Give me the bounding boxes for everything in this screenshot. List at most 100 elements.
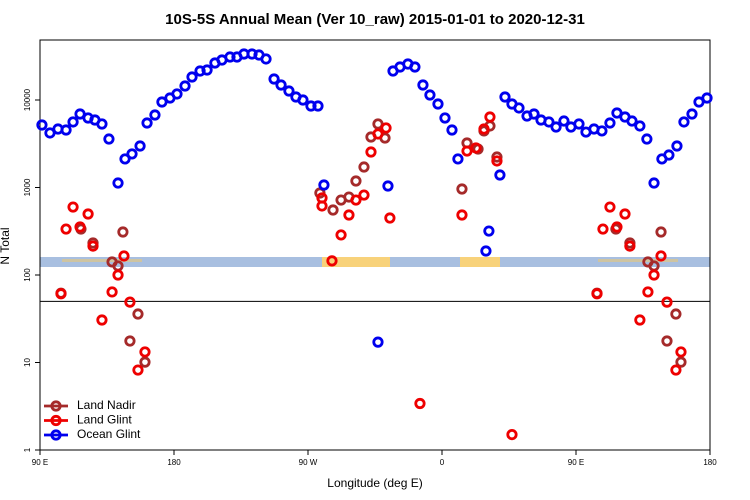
data-point bbox=[124, 296, 136, 308]
data-point bbox=[558, 115, 570, 127]
data-point bbox=[461, 145, 473, 157]
data-point bbox=[312, 100, 324, 112]
y-axis-label: N Total bbox=[0, 227, 12, 264]
data-point bbox=[283, 85, 295, 97]
data-point bbox=[118, 250, 130, 262]
data-point bbox=[409, 61, 421, 73]
y-tick-label: 10000 bbox=[23, 88, 32, 111]
data-point bbox=[327, 204, 339, 216]
data-point bbox=[506, 428, 518, 441]
data-point bbox=[675, 346, 687, 358]
data-point bbox=[661, 296, 673, 308]
data-point bbox=[82, 208, 94, 220]
data-point bbox=[134, 140, 146, 152]
land-strip bbox=[460, 257, 500, 267]
data-point bbox=[149, 109, 161, 121]
data-point bbox=[126, 148, 138, 160]
data-point bbox=[641, 133, 653, 145]
data-point bbox=[499, 91, 511, 103]
x-tick-label: 180 bbox=[703, 458, 717, 467]
data-point bbox=[36, 119, 48, 131]
data-point bbox=[74, 221, 86, 233]
data-point bbox=[414, 397, 426, 410]
data-point bbox=[513, 102, 525, 114]
legend-label: Ocean Glint bbox=[77, 427, 141, 441]
data-point bbox=[446, 124, 458, 136]
data-point bbox=[365, 146, 377, 158]
x-tick-label: 180 bbox=[167, 458, 181, 467]
data-point bbox=[305, 100, 317, 112]
data-point bbox=[350, 194, 362, 206]
data-point bbox=[384, 212, 396, 224]
data-point bbox=[604, 201, 616, 213]
data-point bbox=[201, 64, 213, 76]
x-tick-label: 90 W bbox=[299, 458, 318, 467]
data-point bbox=[491, 155, 503, 167]
data-point bbox=[60, 223, 72, 235]
data-point bbox=[60, 124, 72, 136]
data-point bbox=[480, 245, 492, 257]
data-point bbox=[382, 180, 394, 192]
data-point bbox=[470, 142, 482, 154]
data-point bbox=[670, 364, 682, 376]
data-point bbox=[663, 149, 675, 161]
data-point bbox=[260, 53, 272, 65]
data-point bbox=[119, 153, 131, 165]
data-point bbox=[124, 335, 136, 347]
island-strip bbox=[598, 259, 678, 262]
legend-marker bbox=[50, 414, 62, 427]
data-point bbox=[648, 177, 660, 189]
y-tick-label: 1 bbox=[23, 447, 32, 452]
data-point bbox=[117, 226, 129, 238]
y-tick-label: 10 bbox=[23, 358, 32, 367]
data-point bbox=[642, 286, 654, 298]
x-tick-label: 90 E bbox=[32, 458, 48, 467]
data-point bbox=[350, 175, 362, 187]
data-point bbox=[456, 183, 468, 195]
data-point bbox=[96, 314, 108, 326]
data-point bbox=[132, 364, 144, 376]
data-point bbox=[141, 117, 153, 129]
data-point bbox=[432, 98, 444, 110]
data-point bbox=[424, 89, 436, 101]
data-point bbox=[186, 71, 198, 83]
data-point bbox=[634, 314, 646, 326]
y-tick-label: 1000 bbox=[23, 178, 32, 196]
data-point bbox=[655, 226, 667, 238]
data-point bbox=[701, 92, 713, 104]
data-point bbox=[661, 335, 673, 347]
data-point bbox=[678, 116, 690, 128]
data-point bbox=[372, 128, 384, 140]
data-point bbox=[103, 133, 115, 145]
data-point bbox=[491, 151, 503, 163]
data-point bbox=[297, 94, 309, 106]
data-point bbox=[494, 169, 506, 181]
data-point bbox=[139, 356, 151, 368]
data-point bbox=[624, 240, 636, 252]
data-point bbox=[648, 269, 660, 281]
chart-title: 10S-5S Annual Mean (Ver 10_raw) 2015-01-… bbox=[165, 11, 585, 28]
data-point bbox=[67, 201, 79, 213]
data-point bbox=[655, 250, 667, 262]
data-point bbox=[87, 240, 99, 252]
data-point bbox=[112, 269, 124, 281]
data-point bbox=[675, 356, 687, 368]
data-point bbox=[112, 177, 124, 189]
data-point bbox=[483, 225, 495, 237]
plot-frame bbox=[39, 39, 711, 451]
legend-label: Land Nadir bbox=[77, 398, 136, 412]
data-point bbox=[478, 123, 490, 135]
x-tick-label: 0 bbox=[440, 458, 445, 467]
legend-marker bbox=[50, 400, 62, 412]
data-point bbox=[139, 346, 151, 358]
data-point bbox=[326, 255, 338, 267]
data-point bbox=[597, 223, 609, 235]
legend-marker bbox=[50, 429, 62, 441]
data-point bbox=[268, 73, 280, 85]
data-point bbox=[456, 209, 468, 221]
data-point bbox=[417, 79, 429, 91]
y-tick-label: 100 bbox=[23, 268, 32, 282]
data-point bbox=[358, 161, 370, 173]
